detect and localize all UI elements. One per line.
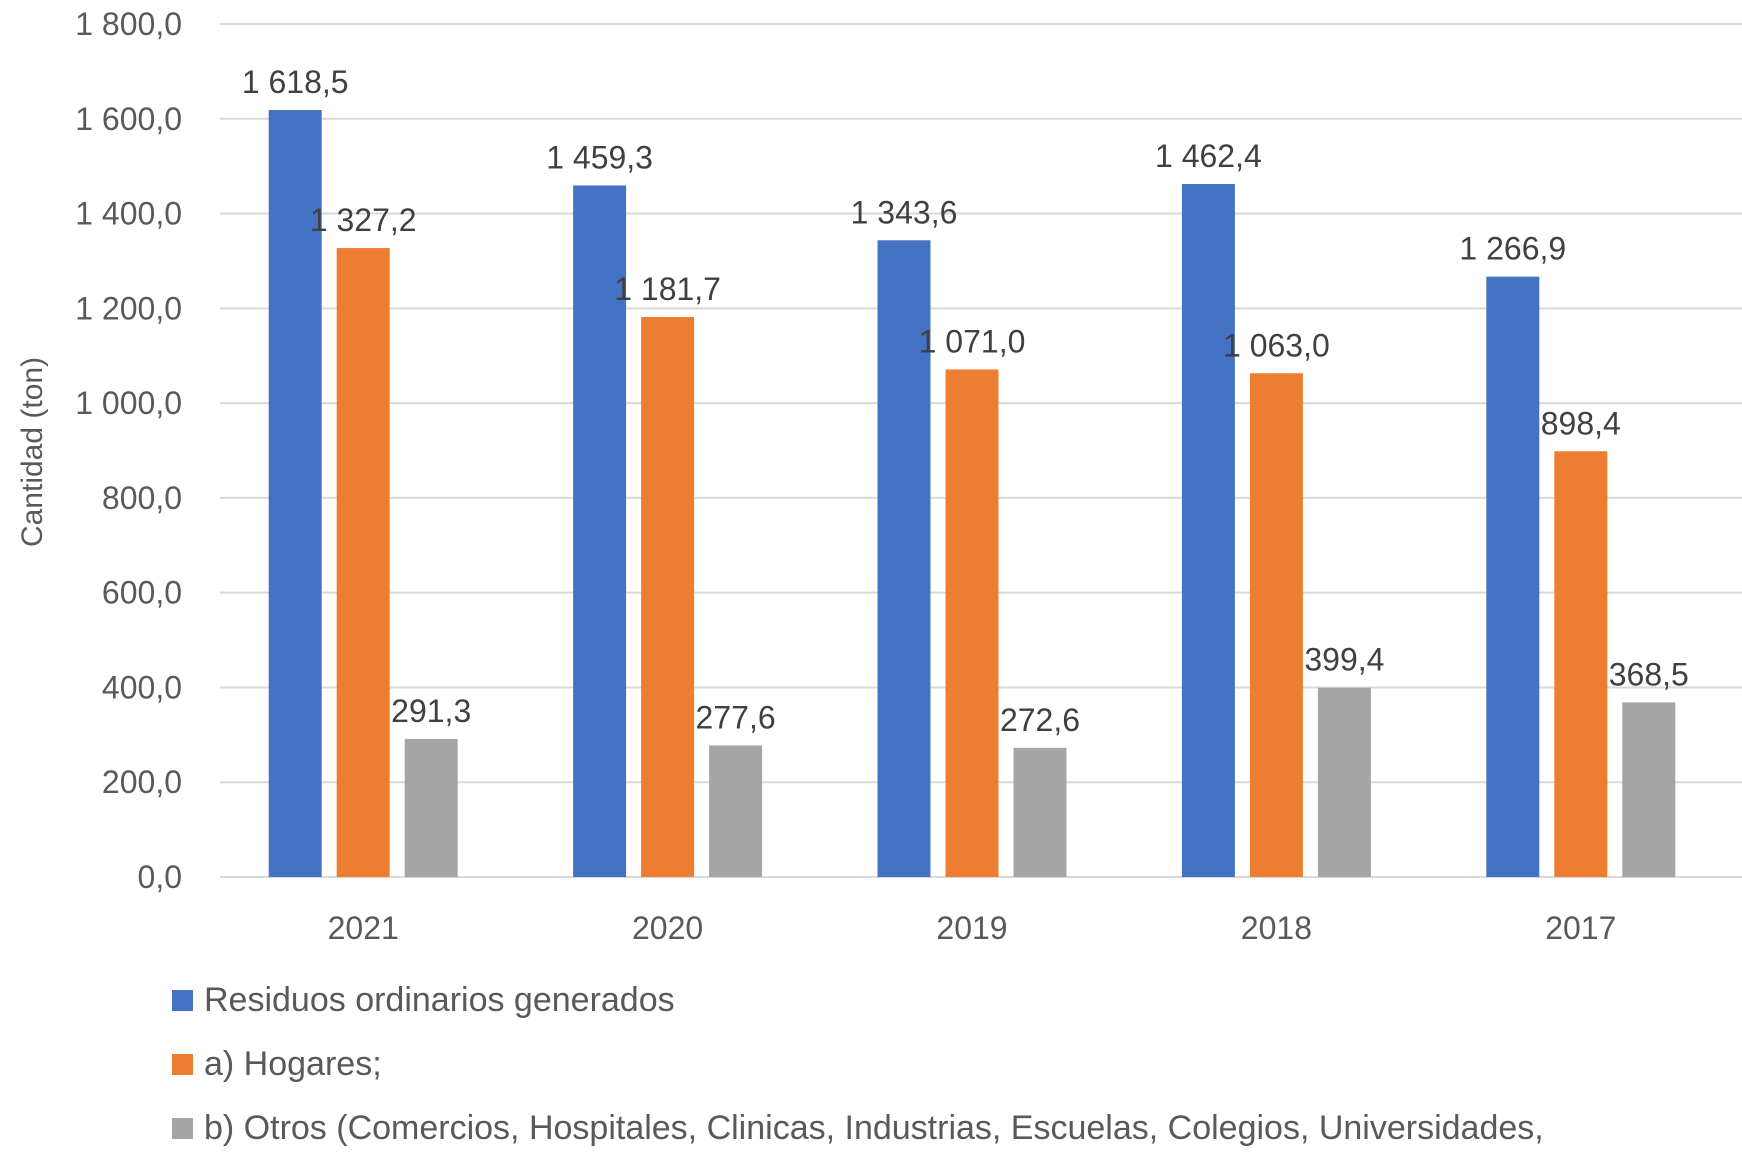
data-label: 399,4 xyxy=(1304,642,1384,678)
legend: Residuos ordinarios generados a) Hogares… xyxy=(172,968,1544,1160)
y-tick-label: 800,0 xyxy=(102,480,182,516)
bars xyxy=(268,110,1676,878)
y-tick-label: 600,0 xyxy=(102,575,182,611)
data-label: 277,6 xyxy=(696,699,776,735)
data-labels: 1 618,5 1 327,2 291,3 1 459,3 1 181,7 277,6 1 … xyxy=(242,64,1689,738)
bar[interactable] xyxy=(1013,747,1067,877)
y-tick-label: 200,0 xyxy=(102,764,182,800)
legend-swatch-hogares xyxy=(172,1053,193,1075)
x-tick-label: 2018 xyxy=(1241,910,1312,946)
bar[interactable] xyxy=(641,317,695,877)
bar[interactable] xyxy=(1554,451,1608,877)
data-label: 1 327,2 xyxy=(310,202,417,238)
y-tick-label: 1 800,0 xyxy=(75,6,182,42)
bar[interactable] xyxy=(404,738,458,877)
bar[interactable] xyxy=(1486,276,1540,878)
y-tick-label: 400,0 xyxy=(102,669,182,705)
x-tick-label: 2020 xyxy=(632,910,703,946)
legend-item-hogares[interactable]: a) Hogares; xyxy=(172,1032,1544,1096)
y-axis-label: Cantidad (ton) xyxy=(16,357,49,547)
legend-swatch-residuos xyxy=(172,989,193,1011)
bar[interactable] xyxy=(268,110,322,877)
y-tick-label: 1 400,0 xyxy=(75,196,182,232)
bar[interactable] xyxy=(709,745,763,877)
y-tick-label: 0,0 xyxy=(138,859,182,895)
bar[interactable] xyxy=(1249,373,1303,877)
bar[interactable] xyxy=(1317,687,1371,877)
data-label: 272,6 xyxy=(1000,702,1080,738)
data-label: 368,5 xyxy=(1609,656,1689,692)
data-label: 291,3 xyxy=(391,693,471,729)
data-label: 1 618,5 xyxy=(242,64,349,100)
y-tick-label: 1 200,0 xyxy=(75,290,182,326)
bar[interactable] xyxy=(573,185,627,877)
data-label: 1 343,6 xyxy=(851,194,958,230)
x-axis-ticks: 2021 2020 2019 2018 2017 xyxy=(328,910,1617,946)
y-axis-ticks: 0,0 200,0 400,0 600,0 800,0 1 000,0 1 200,0 1 4… xyxy=(75,6,182,895)
data-label: 1 063,0 xyxy=(1223,327,1330,363)
bar[interactable] xyxy=(877,240,931,877)
legend-swatch-otros xyxy=(172,1117,193,1139)
data-label: 1 462,4 xyxy=(1155,138,1262,174)
bar[interactable] xyxy=(1181,183,1235,878)
legend-label-residuos: Residuos ordinarios generados xyxy=(204,980,675,1019)
x-tick-label: 2019 xyxy=(936,910,1007,946)
bar-chart: 0,0 200,0 400,0 600,0 800,0 1 000,0 1 200,0 1 4… xyxy=(16,6,1742,946)
legend-label-otros: b) Otros (Comercios, Hospitales, Clinica… xyxy=(204,1108,1544,1147)
x-tick-label: 2017 xyxy=(1545,910,1616,946)
legend-item-otros[interactable]: b) Otros (Comercios, Hospitales, Clinica… xyxy=(172,1096,1544,1160)
x-tick-label: 2021 xyxy=(328,910,399,946)
bar[interactable] xyxy=(945,369,999,877)
y-tick-label: 1 000,0 xyxy=(75,385,182,421)
legend-label-hogares: a) Hogares; xyxy=(204,1044,382,1083)
bar[interactable] xyxy=(336,248,390,877)
y-tick-label: 1 600,0 xyxy=(75,101,182,137)
bar[interactable] xyxy=(1622,702,1676,877)
legend-item-residuos[interactable]: Residuos ordinarios generados xyxy=(172,968,1544,1032)
data-label: 1 071,0 xyxy=(919,323,1026,359)
data-label: 1 181,7 xyxy=(614,271,721,307)
data-label: 898,4 xyxy=(1541,405,1621,441)
data-label: 1 459,3 xyxy=(546,139,653,175)
data-label: 1 266,9 xyxy=(1459,231,1566,267)
